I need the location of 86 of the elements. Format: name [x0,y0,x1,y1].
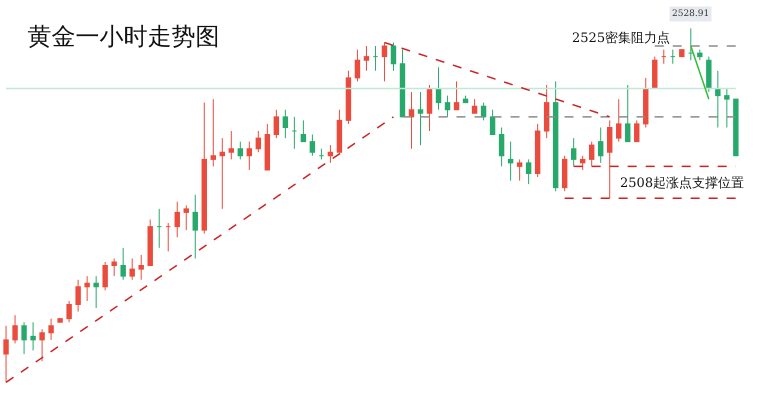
candlestick [372,46,378,72]
candlestick [210,98,216,167]
candlestick [516,158,522,182]
candlestick [418,92,424,146]
candlestick [246,141,252,170]
candlestick [148,219,153,266]
candlestick [346,70,352,124]
candlestick [184,204,189,231]
candlestick [607,120,612,199]
candlestick [166,222,171,252]
candlestick [282,109,288,139]
candlestick [328,144,334,164]
candlestick [552,80,558,192]
candlestick [220,138,225,210]
candlestick [192,194,198,259]
candlestick [292,116,298,150]
candlestick [111,258,117,277]
candlestick [408,92,414,150]
candlestick [390,42,396,72]
candlestick [66,300,72,323]
candlestick [688,28,694,61]
candlestick [238,141,244,160]
candlestick [616,98,622,142]
annotation: 2525密集阻力点 [572,31,670,46]
candlestick [426,84,432,132]
chart-title: 黄金一小时走势图 [27,22,220,50]
candlestick [39,328,45,362]
candlestick [706,56,712,93]
candlestick [57,318,63,323]
candlestick [652,56,658,90]
candlestick [21,322,27,355]
candlestick [364,46,370,72]
candlestick [661,49,666,64]
candlestick [75,279,81,312]
candlestick [93,276,99,309]
candlestick [697,49,703,61]
candlestick [310,134,316,156]
candlestick [715,70,721,128]
candlestick [588,141,594,167]
candlestick [12,314,18,344]
candlestick [138,254,144,280]
candlestick [480,102,486,121]
candlestick [643,77,648,128]
candlestick [102,262,108,291]
candlestick [724,88,730,128]
candlestick [120,247,126,280]
candlestick [84,276,90,302]
candlestick [256,130,262,153]
candlestick [679,49,684,58]
candlestick [202,102,207,234]
candlestick [462,95,468,104]
candlestick [526,158,532,185]
candlestick [508,141,514,182]
candlestick [670,49,676,64]
candlestick [354,49,360,82]
candlestick [129,258,135,280]
candlestick [436,66,442,110]
annotation: 2508起涨点支撑位置 [620,176,744,191]
candlestick [625,84,630,142]
candlestick [498,126,504,167]
candlestick [733,98,739,156]
candlestick [48,318,54,340]
candlestick [472,98,478,114]
candlestick [228,130,234,160]
candlestick [274,109,280,139]
candlestick [562,155,568,192]
candlestick [382,42,388,82]
candlestick [570,138,576,167]
candlestick [544,84,550,139]
candlestick [174,201,180,238]
candlestick [598,126,604,164]
candlestick [318,148,324,160]
candlestick [634,120,640,142]
candlestick [300,120,306,142]
candlestick [580,155,586,170]
candlestick [534,123,540,178]
candlestick [264,123,270,170]
candlestick [156,208,162,248]
candlestick [444,95,450,118]
candlestick [336,109,342,153]
candlestick [454,80,460,110]
candlestick [3,325,9,383]
candlestick [490,109,496,136]
candlestick [30,322,36,352]
text: 2528.91 [672,9,710,19]
candlestick [400,49,406,118]
